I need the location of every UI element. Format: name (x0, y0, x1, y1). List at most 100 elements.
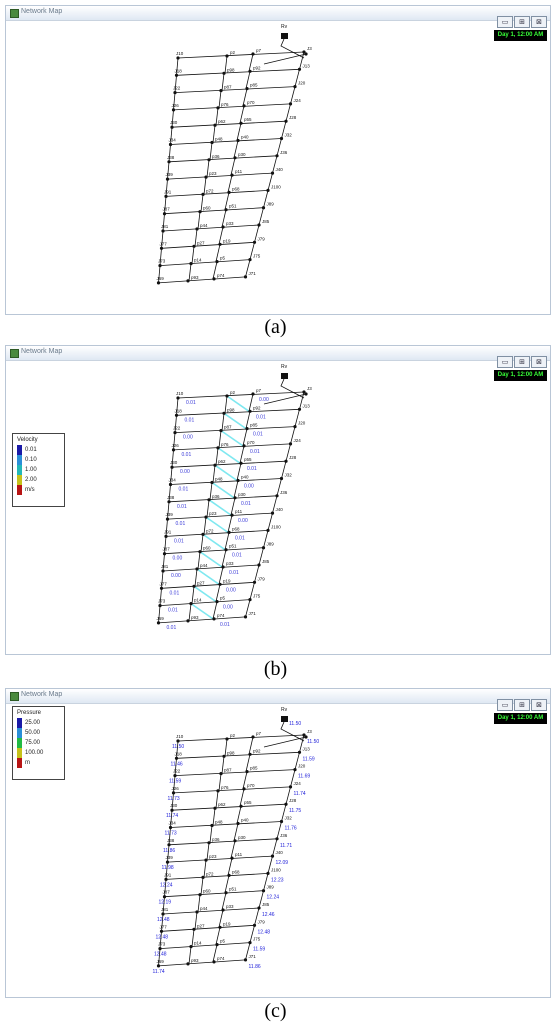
node-label: J22 (173, 426, 181, 431)
pipe-line (242, 428, 248, 446)
junction-node (243, 275, 248, 279)
pipe-label: p27 (197, 580, 205, 585)
node-label: J85 (262, 902, 270, 907)
junction-node (189, 602, 193, 606)
velocity-label: 0.01 (247, 466, 257, 472)
node-label: J38 (167, 495, 175, 500)
pipe-line (170, 810, 173, 828)
pressure-label: 11.50 (307, 739, 319, 745)
maximize-button[interactable]: ⊞ (514, 699, 530, 711)
pipe-label: p74 (217, 273, 225, 278)
window-titlebar[interactable]: Network Map (6, 689, 550, 704)
junction-node (227, 873, 231, 877)
velocity-label: 0.01 (256, 414, 266, 420)
maximize-button[interactable]: ⊞ (514, 356, 530, 368)
junction-node (201, 532, 205, 536)
pressure-label: 11.75 (289, 808, 301, 814)
node-label: J13 (303, 746, 311, 751)
pipe-line (176, 68, 300, 76)
reservoir-label: Rv (281, 364, 288, 370)
junction-node (207, 498, 211, 502)
node-label: J30 (170, 803, 178, 808)
pipe-label: p48 (215, 820, 223, 825)
pipe-line (221, 756, 225, 774)
junction-node (248, 941, 252, 945)
junction-node (257, 906, 261, 910)
node-label: J26 (172, 443, 180, 448)
junction-node (293, 425, 297, 429)
pipe-label: p23 (209, 171, 217, 176)
junction-node (284, 802, 288, 806)
junction-node (233, 839, 237, 843)
pressure-label: 11.74 (294, 791, 306, 797)
pipe-line (215, 584, 221, 602)
velocity-flow-line (223, 412, 247, 430)
junction-node (161, 569, 165, 573)
velocity-legend[interactable]: Velocity 0.01 0.10 1.00 2.00 m/s (12, 433, 65, 507)
window-titlebar[interactable]: Network Map (6, 6, 550, 21)
node-label: J69 (157, 276, 165, 281)
window-titlebar[interactable]: Network Map (6, 346, 550, 361)
maximize-button[interactable]: ⊞ (514, 16, 530, 28)
pipe-line (164, 536, 167, 554)
junction-node (198, 893, 202, 897)
node-label: J24 (294, 98, 302, 103)
minimize-button[interactable]: ▭ (497, 16, 513, 28)
pipe-line (258, 890, 264, 909)
pipe-line (212, 465, 216, 483)
junction-node (243, 958, 248, 962)
junction-node (239, 121, 243, 125)
velocity-flow-line (199, 551, 223, 568)
legend-row: 50.00 (17, 728, 60, 738)
node-label: J38 (167, 838, 175, 843)
pipe-line (276, 138, 282, 156)
pipe-line (174, 86, 296, 93)
node-label: J71 (249, 271, 257, 276)
network-map-window-c: Network Map ▭ ⊞ ⊠ Day 1, 12:00 AM Rv 11.5… (5, 688, 551, 998)
junction-node (198, 210, 202, 214)
node-label: J36 (280, 490, 288, 495)
pipe-line (299, 734, 305, 753)
junction-node (219, 772, 223, 776)
pipe-label: p72 (206, 528, 214, 533)
node-label: J3 (307, 729, 312, 734)
node-label: J28 (289, 455, 297, 460)
pipe-line (242, 771, 248, 789)
close-button[interactable]: ⊠ (531, 699, 547, 711)
node-label: J100 (271, 867, 281, 872)
pipe-line (248, 393, 254, 412)
pipe-label: p40 (241, 475, 249, 480)
legend-swatch (17, 445, 22, 455)
junction-node (302, 390, 306, 394)
junction-node (248, 409, 252, 413)
pipe-line (263, 530, 269, 548)
junction-node (212, 617, 216, 621)
legend-value: 0.01 (25, 447, 37, 453)
node-label: J32 (285, 816, 293, 821)
junction-node (192, 927, 196, 931)
close-button[interactable]: ⊠ (531, 16, 547, 28)
pipe-label: p87 (224, 85, 232, 90)
legend-swatch (17, 738, 22, 748)
pipe-line (215, 107, 219, 126)
minimize-button[interactable]: ▭ (497, 356, 513, 368)
pipe-line (245, 942, 251, 961)
close-button[interactable]: ⊠ (531, 356, 547, 368)
junction-node (261, 889, 266, 893)
junction-node (279, 819, 284, 824)
minimize-button[interactable]: ▭ (497, 699, 513, 711)
pipe-label: p72 (206, 871, 214, 876)
pipe-label: p68 (232, 186, 240, 191)
legend-row: 25.00 (17, 718, 60, 728)
pipe-line (258, 207, 264, 226)
pipe-label: p98 (227, 67, 235, 72)
network-map-canvas[interactable]: Rv J3 J10 p2 p7 J13 J18 p98 p92 J20 J22 p87 p85 J24 J2… (6, 6, 551, 315)
junction-node (164, 877, 168, 881)
pressure-legend[interactable]: Pressure 25.00 50.00 75.00 100.00 m (12, 706, 65, 780)
junction-node (219, 89, 223, 93)
pipe-line (206, 159, 210, 178)
junction-node (215, 943, 219, 947)
pressure-label: 11.86 (163, 848, 175, 854)
